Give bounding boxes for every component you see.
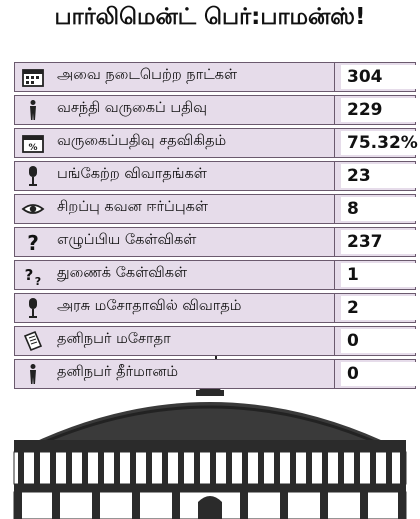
stat-row-supplementary-questions: ? ? துணைக் கேள்விகள் 1 <box>14 260 420 290</box>
stat-value: 229 <box>341 98 420 122</box>
stat-value: 8 <box>341 197 420 221</box>
person-icon <box>30 100 36 120</box>
stat-value: 23 <box>341 164 420 188</box>
stat-label: வருகைப்பதிவு சதவிகிதம் <box>57 133 227 149</box>
stat-row-govt-bill-debates: அரசு மசோதாவில் விவாதம் 2 <box>14 293 420 323</box>
stat-value: 0 <box>341 362 420 386</box>
stat-row-questions: ? எழுப்பிய கேள்விகள் 237 <box>14 227 420 257</box>
stat-label: தனிநபர் மசோதா <box>57 331 171 347</box>
stat-row-private-member-bill: தனிநபர் மசோதா 0 <box>14 326 420 356</box>
stat-value: 0 <box>341 329 420 353</box>
stat-label: தனிநபர் தீர்மானம் <box>57 364 179 380</box>
page-title: பார்லிமென்ட் பெர்:பாமன்ஸ்! <box>54 4 366 30</box>
stat-row-private-member-resolution: தனிநபர் தீர்மானம் 0 <box>14 359 420 389</box>
stat-value: 75.32% <box>341 131 420 155</box>
stat-row-sessions: அவை நடைபெற்ற நாட்கள் 304 <box>14 62 420 92</box>
stat-value: 1 <box>341 263 420 287</box>
stat-label: அரசு மசோதாவில் விவாதம் <box>57 298 242 314</box>
stat-row-attendance-percent: % வருகைப்பதிவு சதவிகிதம் 75.32% <box>14 128 420 158</box>
stat-row-debates: பங்கேற்ற விவாதங்கள் 23 <box>14 161 420 191</box>
stat-row-special-mentions: சிறப்பு கவன ஈர்ப்புகள் 8 <box>14 194 420 224</box>
stat-label: பங்கேற்ற விவாதங்கள் <box>57 166 207 182</box>
stat-label: சிறப்பு கவன ஈர்ப்புகள் <box>57 199 208 215</box>
stat-label: துணைக் கேள்விகள் <box>57 265 188 281</box>
stat-value: 2 <box>341 296 420 320</box>
percent-calendar-icon: % <box>22 135 44 153</box>
stat-value: 237 <box>341 230 420 254</box>
double-question-icon: ? ? <box>25 266 42 286</box>
stat-label: எழுப்பிய கேள்விகள் <box>57 232 197 248</box>
svg-text:?: ? <box>27 231 39 253</box>
microphone-icon <box>29 298 37 318</box>
stats-table: அவை நடைபெற்ற நாட்கள் 304 வசந்தி வருகைப் … <box>14 62 420 392</box>
eye-icon <box>21 204 45 214</box>
calendar-icon <box>22 69 44 87</box>
person-icon <box>30 364 36 384</box>
microphone-icon <box>29 166 37 186</box>
stat-value: 304 <box>341 65 420 89</box>
svg-text:?: ? <box>35 275 41 286</box>
stat-label: அவை நடைபெற்ற நாட்கள் <box>57 67 238 83</box>
svg-text:?: ? <box>25 266 34 284</box>
svg-text:%: % <box>28 143 37 153</box>
stat-label: வசந்தி வருகைப் பதிவு <box>57 100 207 116</box>
question-icon: ? <box>27 231 39 253</box>
document-icon <box>23 330 43 352</box>
stat-row-attendance: வசந்தி வருகைப் பதிவு 229 <box>14 95 420 125</box>
